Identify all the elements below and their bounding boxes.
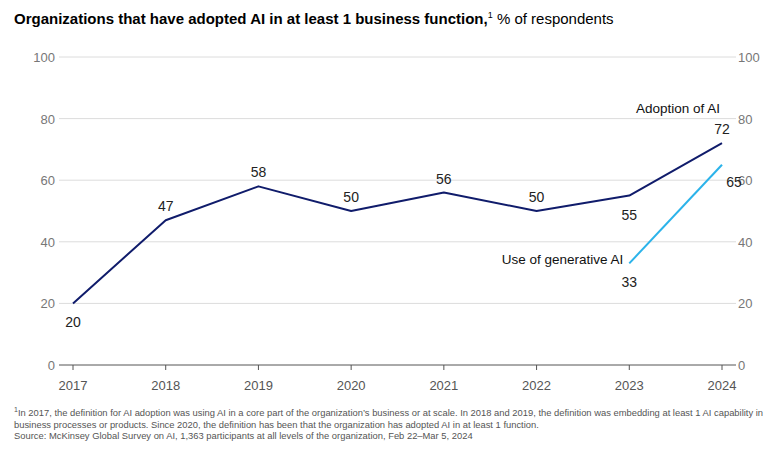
data-label: 50 (343, 189, 359, 205)
grid-line (59, 180, 736, 181)
y2-tick-label: 80 (738, 112, 752, 127)
subtitle: % of respondents (497, 10, 614, 27)
y2-tick-label: 100 (738, 50, 760, 65)
plot-area (73, 143, 722, 303)
source: Source: McKinsey Global Survey on AI, 1,… (14, 430, 473, 441)
x-tick (629, 365, 630, 370)
source-line: Source: McKinsey Global Survey on AI, 1,… (14, 430, 776, 442)
x-tick (443, 365, 444, 370)
y-tick-label: 20 (41, 296, 55, 311)
series-name: Use of generative AI (502, 252, 624, 267)
grid-line (59, 57, 736, 58)
footnote-text: In 2017, the definition for AI adoption … (14, 407, 763, 430)
data-label: 47 (158, 198, 174, 214)
data-label: 58 (251, 164, 267, 180)
x-tick (536, 365, 537, 370)
x-tick (165, 365, 166, 370)
series-name: Adoption of AI (636, 101, 720, 116)
y-tick-label: 100 (33, 50, 55, 65)
data-label: 65 (726, 174, 742, 190)
x-tick (722, 365, 723, 370)
y2-tick-label: 20 (738, 296, 752, 311)
data-label: 20 (65, 314, 81, 330)
x-tick-label: 2020 (337, 378, 366, 393)
footnote: 1In 2017, the definition for AI adoption… (14, 404, 776, 430)
x-tick (258, 365, 259, 370)
y2-tick-label: 0 (738, 358, 745, 373)
y-tick-label: 40 (41, 235, 55, 250)
x-tick-label: 2023 (615, 378, 644, 393)
data-label: 56 (436, 171, 452, 187)
x-tick-label: 2021 (429, 378, 458, 393)
data-label: 50 (529, 189, 545, 205)
series-line (73, 143, 722, 303)
footnote-marker: 1 (14, 406, 18, 413)
x-tick (351, 365, 352, 370)
data-label: 33 (621, 274, 637, 290)
grid-line (59, 118, 736, 119)
y-tick-label: 0 (48, 358, 55, 373)
x-tick-label: 2019 (244, 378, 273, 393)
series-line (629, 165, 722, 264)
y2-tick-label: 40 (738, 235, 752, 250)
data-label: 55 (621, 207, 637, 223)
y-tick-label: 80 (41, 112, 55, 127)
data-label: 72 (714, 121, 730, 137)
x-tick-label: 2024 (708, 378, 737, 393)
title-text: Organizations that have adopted AI in at… (14, 10, 488, 27)
x-tick (73, 365, 74, 370)
footnotes: 1In 2017, the definition for AI adoption… (14, 404, 776, 442)
chart: 0204060801000204060801002017201820192020… (0, 0, 784, 458)
grid-line (59, 241, 736, 242)
x-tick-label: 2022 (522, 378, 551, 393)
x-tick-label: 2017 (59, 378, 88, 393)
x-tick-label: 2018 (151, 378, 180, 393)
title: Organizations that have adopted AI in at… (14, 10, 614, 27)
y-tick-label: 60 (41, 173, 55, 188)
title-footnote-ref: 1 (488, 10, 493, 20)
grid-line (59, 365, 736, 366)
grid-line (59, 303, 736, 304)
